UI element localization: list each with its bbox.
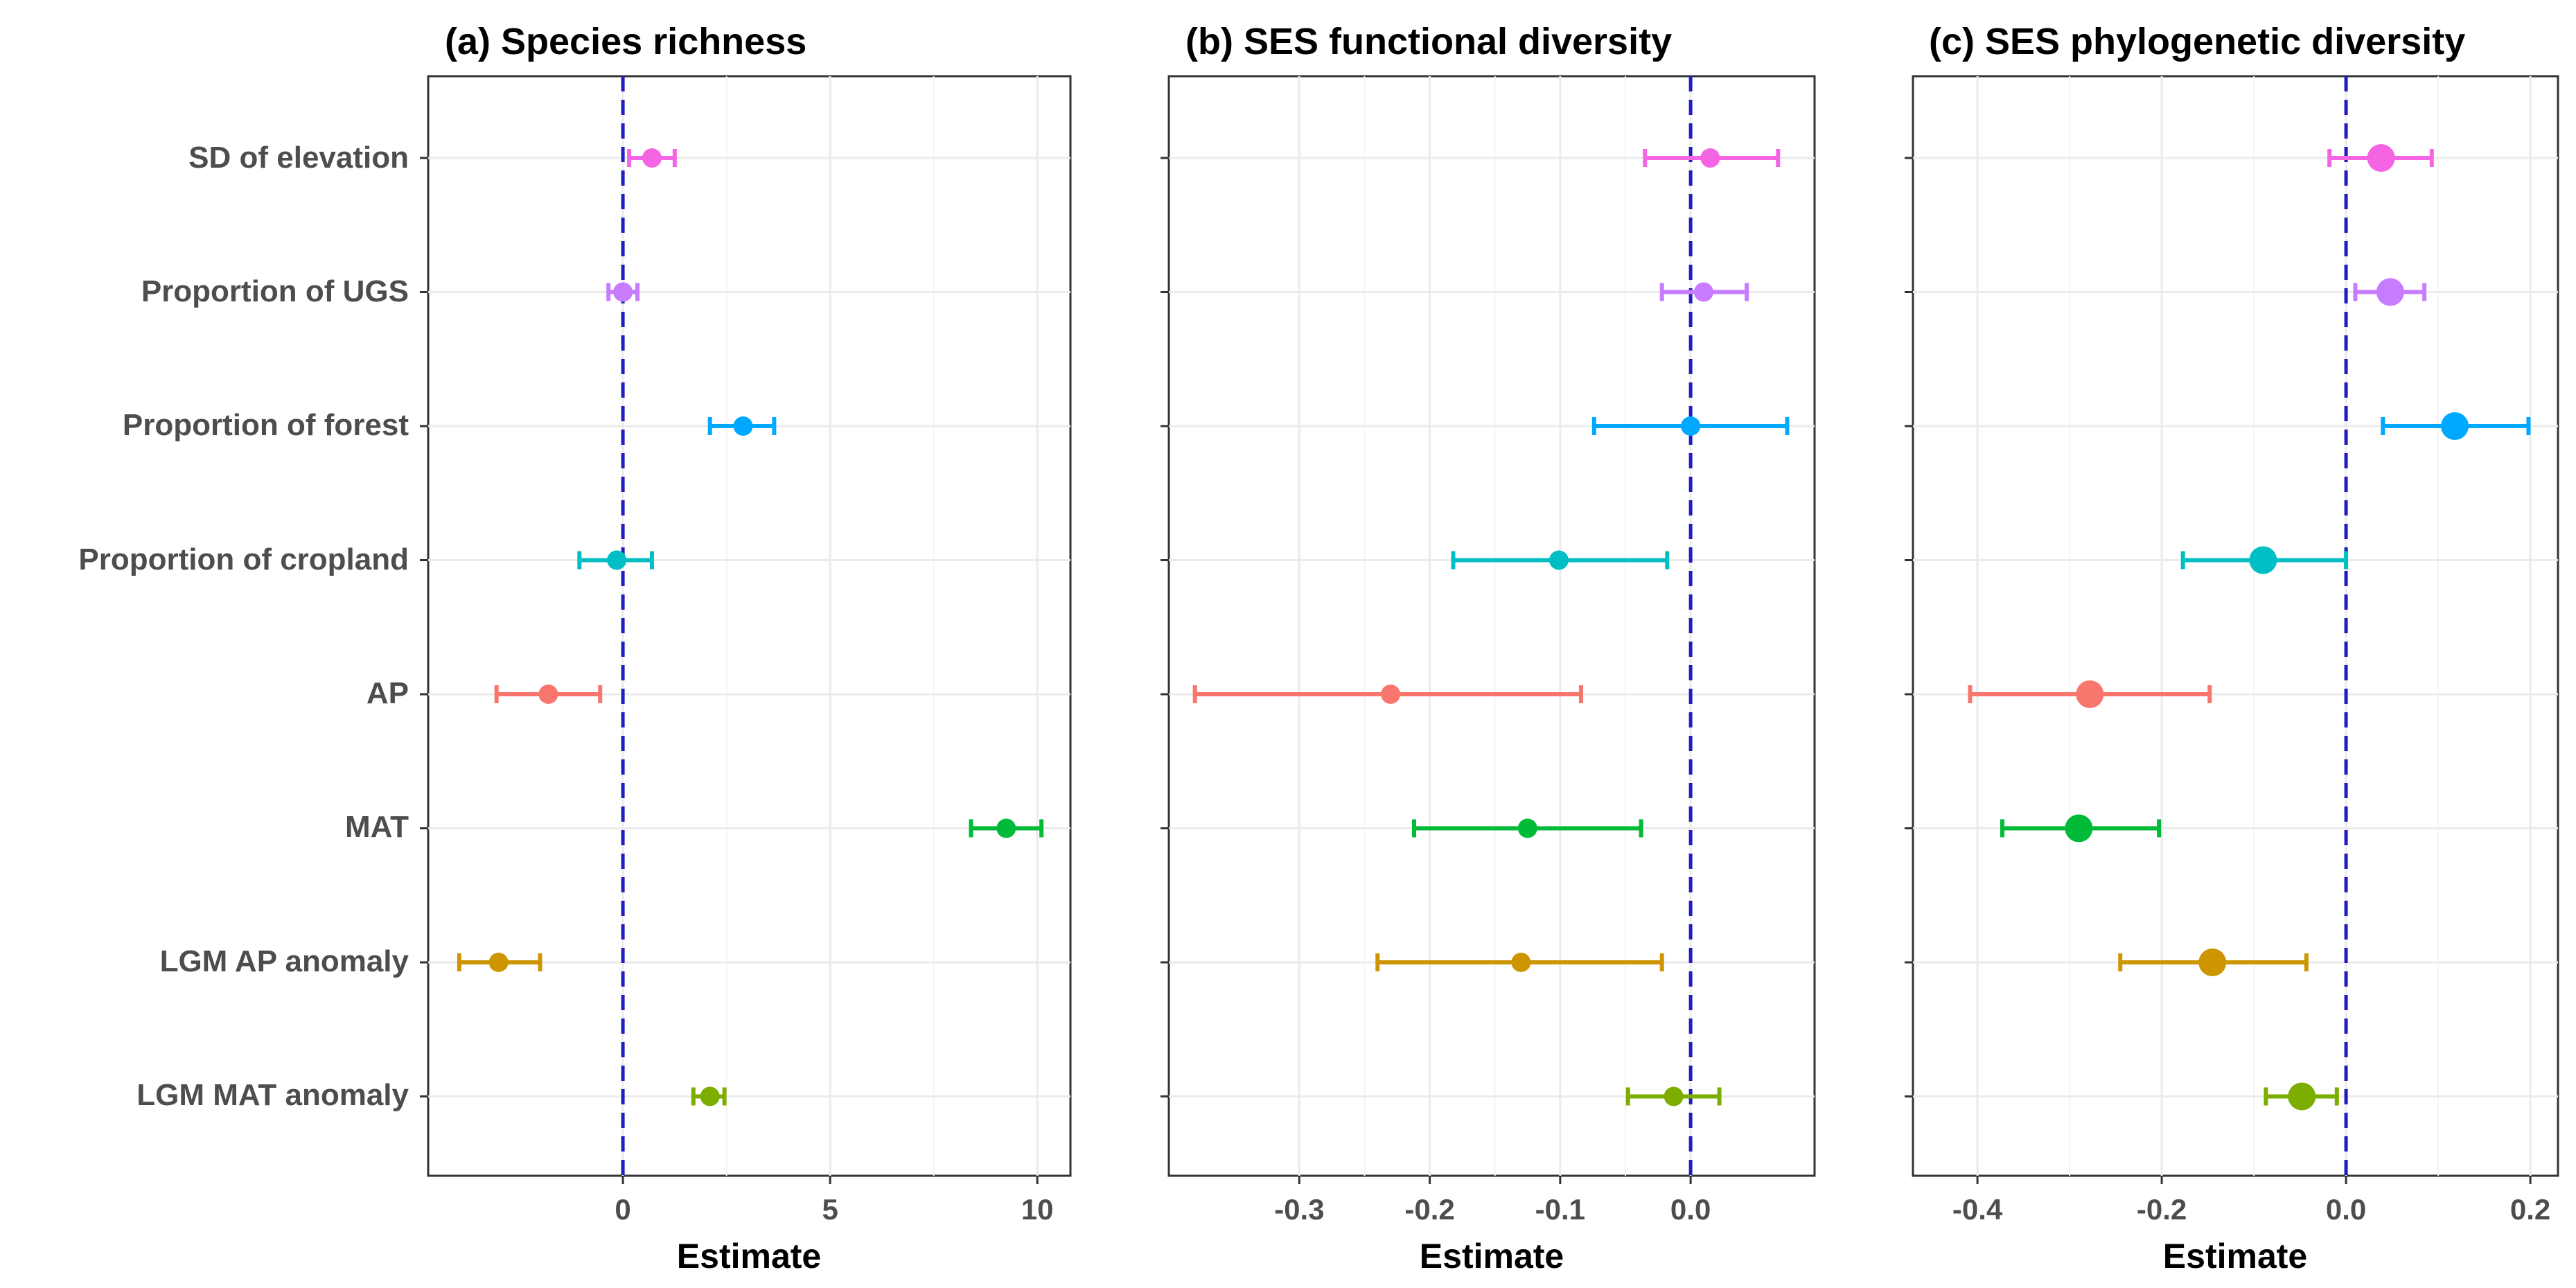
point-ap: [538, 685, 558, 704]
point-mat: [996, 818, 1016, 838]
panel-b: (b) SES functional diversity -0.3 -0.2 -0.…: [1161, 21, 1816, 1276]
panel-b-title: (b) SES functional diversity: [1185, 21, 1672, 62]
point-sd-of-elevation: [642, 148, 662, 168]
x-tick-label: -0.2: [2137, 1193, 2187, 1226]
panel-a-xlabel: Estimate: [677, 1237, 821, 1276]
point-lgm-mat-anomaly: [1664, 1086, 1684, 1106]
x-tick-label: 0.0: [1670, 1193, 1711, 1226]
point-lgm-mat-anomaly: [2288, 1082, 2316, 1111]
y-label-cropland: Proportion of cropland: [78, 542, 409, 576]
x-tick-label: -0.4: [1952, 1193, 2003, 1226]
panel-c-plot-area: -0.4 -0.2 0.0 0.2: [1905, 76, 2558, 1226]
panel-b-border: [1167, 75, 1816, 1177]
point-mat: [2065, 814, 2093, 843]
point-lgm-mat-anomaly: [700, 1086, 720, 1106]
point-proportion-of-cropland: [607, 550, 627, 570]
x-tick-label: 0.0: [2326, 1193, 2366, 1226]
panel-b-plot-area: -0.3 -0.2 -0.1 0.0: [1161, 76, 1815, 1226]
panel-c: (c) SES phylogenetic diversity -0.4 -0.2 0…: [1905, 21, 2559, 1276]
point-lgm-ap-anomaly: [1511, 953, 1531, 972]
x-tick-label: 10: [1021, 1193, 1054, 1226]
point-proportion-of-cropland: [2249, 546, 2277, 574]
point-proportion-of-ugs: [1693, 282, 1713, 302]
point-proportion-of-cropland: [1549, 550, 1569, 570]
point-proportion-of-forest: [733, 416, 753, 436]
point-proportion-of-ugs: [613, 282, 633, 302]
panel-a-border: [427, 75, 1072, 1177]
point-proportion-of-forest: [2441, 412, 2469, 440]
y-label-lgm-ap: LGM AP anomaly: [160, 944, 409, 978]
point-sd-of-elevation: [2367, 144, 2395, 172]
point-ap: [1381, 685, 1401, 704]
point-lgm-ap-anomaly: [488, 953, 509, 972]
panel-a-plot-area: 0 5 10: [420, 76, 1070, 1226]
point-lgm-ap-anomaly: [2198, 949, 2227, 976]
y-label-ugs: Proportion of UGS: [141, 274, 409, 308]
y-label-forest: Proportion of forest: [123, 408, 409, 442]
y-axis-labels: SD of elevation Proportion of UGS Propor…: [78, 141, 409, 1112]
y-label-mat: MAT: [345, 810, 409, 844]
x-tick-label: 0: [615, 1193, 630, 1226]
panel-a-title: (a) Species richness: [445, 21, 806, 62]
panel-a: (a) Species richness 0 5 10 Estimate: [420, 21, 1072, 1276]
point-mat: [1517, 818, 1537, 838]
y-label-sd-elevation: SD of elevation: [188, 141, 409, 175]
x-tick-label: -0.1: [1535, 1193, 1585, 1226]
y-label-lgm-mat: LGM MAT anomaly: [136, 1078, 409, 1112]
panel-b-xlabel: Estimate: [1420, 1237, 1564, 1276]
point-proportion-of-ugs: [2376, 278, 2404, 306]
point-proportion-of-forest: [1681, 416, 1701, 436]
x-tick-label: -0.3: [1274, 1193, 1324, 1226]
x-tick-label: -0.2: [1404, 1193, 1454, 1226]
panel-c-title: (c) SES phylogenetic diversity: [1929, 21, 2465, 62]
y-label-ap: AP: [367, 676, 409, 710]
panel-c-xlabel: Estimate: [2163, 1237, 2307, 1276]
x-tick-label: 5: [822, 1193, 838, 1226]
point-sd-of-elevation: [1700, 148, 1720, 168]
point-ap: [2076, 680, 2104, 708]
x-tick-label: 0.2: [2510, 1193, 2550, 1226]
panel-c-border: [1912, 75, 2559, 1177]
